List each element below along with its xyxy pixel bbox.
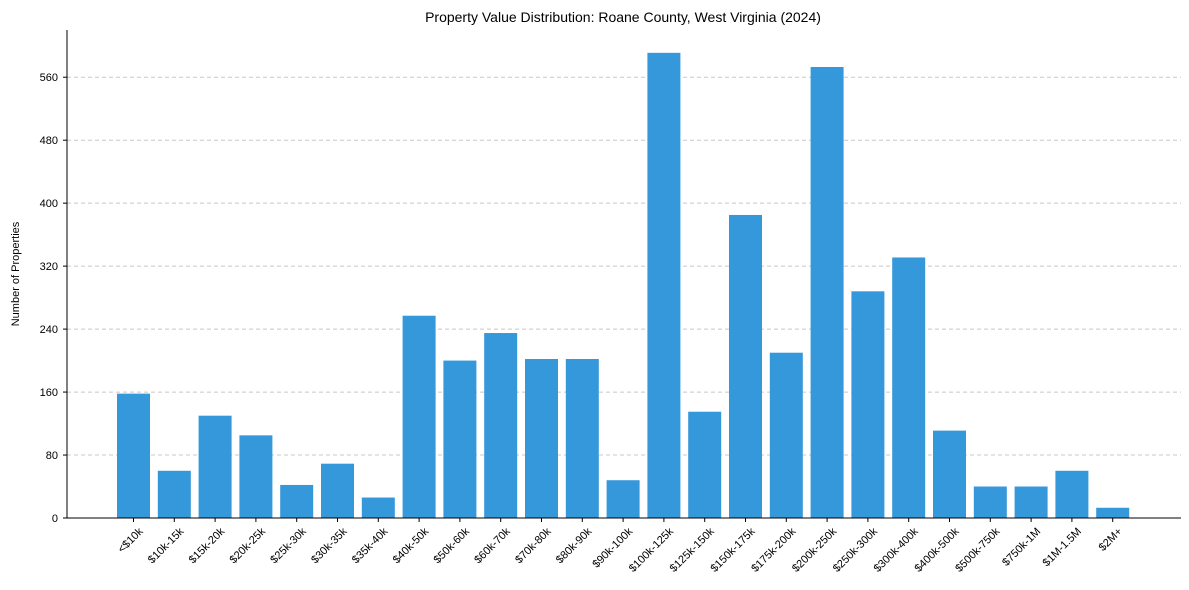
x-tick-label: $1M-1.5M (1041, 526, 1085, 570)
y-tick-label: 400 (40, 198, 58, 210)
chart-title: Property Value Distribution: Roane Count… (425, 9, 821, 25)
bar-8 (443, 360, 477, 518)
y-tick-label: 240 (40, 324, 58, 336)
bar-15 (729, 214, 762, 518)
bar-21 (973, 486, 1007, 518)
bar-3 (239, 435, 273, 518)
x-tick-label: $60k-70k (472, 525, 513, 566)
bars (117, 52, 1130, 519)
bar-0 (117, 393, 150, 518)
x-tick-label: $10k-15k (146, 525, 187, 566)
x-tick-label: $30k-35k (309, 525, 350, 566)
bar-18 (851, 291, 885, 518)
x-tick-label: $40k-50k (391, 525, 432, 566)
bar-10 (525, 359, 558, 518)
x-tick-label: $70k-80k (513, 525, 554, 566)
bar-7 (402, 315, 436, 518)
x-tick-label: $35k-40k (350, 525, 391, 566)
y-tick-label: 480 (40, 135, 58, 147)
bar-23 (1055, 470, 1089, 518)
bar-9 (484, 333, 518, 518)
grid-lines (67, 76, 1181, 456)
x-tick-label: $500k-750k (953, 525, 1002, 574)
x-tick-label: $80k-90k (554, 525, 595, 566)
x-tick-label: $20k-25k (228, 525, 269, 566)
x-tick-label: $25k-30k (268, 525, 309, 566)
bar-5 (321, 463, 354, 518)
bar-2 (198, 415, 232, 518)
bar-19 (892, 257, 926, 518)
bar-4 (280, 484, 314, 518)
y-tick-label: 160 (40, 387, 58, 399)
bar-11 (565, 359, 599, 518)
bar-1 (157, 470, 191, 518)
y-tick-label: 560 (40, 72, 58, 84)
y-tick-label: 320 (40, 261, 58, 273)
bar-12 (606, 480, 640, 518)
y-axis-label: Number of Properties (10, 221, 22, 326)
bar-14 (688, 411, 722, 518)
bar-22 (1014, 486, 1048, 518)
x-tick-label: <$10k (116, 525, 146, 555)
bar-13 (647, 52, 681, 518)
bar-16 (769, 352, 803, 518)
x-tick-labels: <$10k $10k-15k $15k-20k $20k-25k $25k-30k $30… (116, 525, 1125, 574)
y-tick-label: 80 (46, 450, 58, 462)
x-tick-label: $2M+ (1097, 526, 1125, 554)
y-tick-labels: 0 80 160 240 320 400 480 560 (40, 72, 58, 525)
bar-17 (810, 66, 844, 519)
bar-20 (933, 430, 966, 518)
x-tick-label: $50k-60k (432, 525, 473, 566)
axes (63, 30, 1181, 522)
x-tick-label: $15k-20k (187, 525, 228, 566)
x-tick-label: $750k-1M (1000, 526, 1043, 569)
y-tick-label: 0 (52, 513, 58, 525)
bar-6 (361, 497, 395, 518)
bar-24 (1096, 507, 1130, 518)
